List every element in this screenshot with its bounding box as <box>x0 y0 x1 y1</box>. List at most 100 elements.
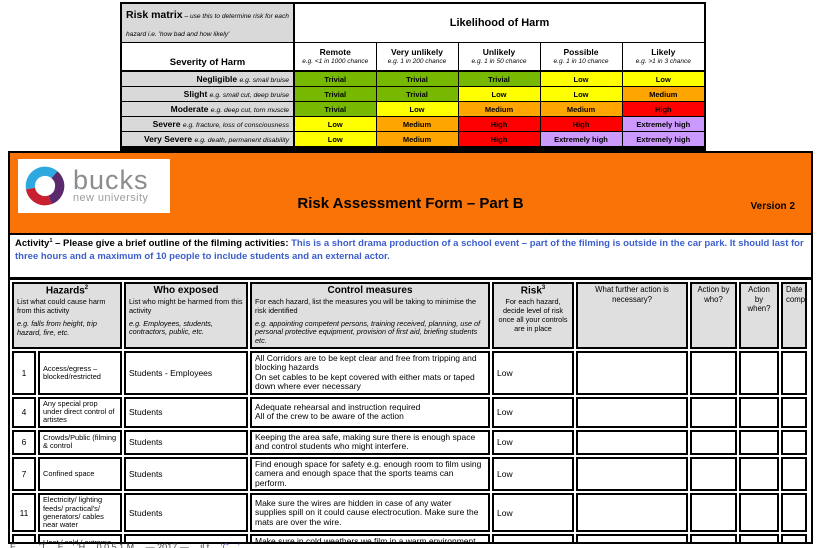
likelihood-column-header: Unlikely e.g. 1 in 50 chance <box>457 42 541 72</box>
likelihood-label: Very unlikely <box>391 47 443 58</box>
date-completed-cell[interactable] <box>781 534 807 542</box>
who-exposed-cell: Students <box>124 456 248 492</box>
control-example: e.g. appointing competent persons, train… <box>255 318 481 345</box>
hazard-row: 19Heat / cold / extreme weatherStudentsM… <box>12 534 807 542</box>
risk-level-cell: Low <box>492 429 574 455</box>
hazard-row: 1 Access/egress – blocked/restricted Stude… <box>12 350 807 395</box>
hazard-cell: Heat / cold / extreme weather <box>38 534 122 542</box>
likelihood-example: e.g. 1 in 50 chance <box>471 57 527 65</box>
date-completed-cell[interactable] <box>781 396 807 428</box>
risk-level-cell: Low <box>492 456 574 492</box>
footer-link[interactable]: 'C…' <box>220 542 240 548</box>
logo-line2: new university <box>73 192 149 205</box>
who-title: Who exposed <box>153 285 219 296</box>
likelihood-label: Unlikely <box>482 47 516 58</box>
action-by-when-cell[interactable] <box>739 456 779 492</box>
who-desc: List who might be harmed from this activ… <box>129 297 243 315</box>
action-by-who-cell[interactable] <box>690 456 737 492</box>
footer-text: E… … 'T… E…' 'H… 0.0.5.1 M… — 2017 — …il… <box>10 542 219 548</box>
likelihood-label: Remote <box>319 47 351 58</box>
hazard-row: 11 Electricity/ lighting feeds/ practical… <box>12 493 807 533</box>
risk-level-cell: Trivial <box>293 70 377 87</box>
action-by-when-cell[interactable] <box>739 534 779 542</box>
date-completed-cell[interactable] <box>781 350 807 395</box>
risk-matrix-table: Risk matrix – use this to determine risk… <box>120 2 707 153</box>
who-exposed-cell: Students <box>124 429 248 455</box>
severity-example: e.g. fracture, loss of consciousness <box>182 122 289 129</box>
severity-label-cell: Negligible e.g. small bruise <box>120 70 295 87</box>
risk-level-cell: Low <box>492 493 574 533</box>
risk-level-cell: Extremely high <box>621 116 706 132</box>
control-title: Control measures <box>327 285 413 296</box>
action-by-when-cell[interactable] <box>739 429 779 455</box>
date-completed-cell[interactable] <box>781 493 807 533</box>
further-action-cell[interactable] <box>576 493 688 533</box>
control-measures-cell: Adequate rehearsal and instruction requi… <box>250 396 490 428</box>
matrix-title-cell: Risk matrix – use this to determine risk… <box>120 2 295 43</box>
action-by-when-cell[interactable] <box>739 350 779 395</box>
hazard-number-cell: 7 <box>12 456 36 492</box>
further-action-cell[interactable] <box>576 456 688 492</box>
hazard-row: 7 Confined space Students Find enough space… <box>12 456 807 492</box>
likelihood-column-header: Possible e.g. 1 in 10 chance <box>539 42 623 72</box>
hazard-number-cell: 4 <box>12 396 36 428</box>
hazard-cell: Any special prop under direct control of… <box>38 396 122 428</box>
logo-wordmark: bucks new university <box>73 166 149 205</box>
further-action-cell[interactable] <box>576 396 688 428</box>
action-by-who-cell[interactable] <box>690 429 737 455</box>
severity-row: Moderate e.g. deep cut, torn muscle Trivi… <box>120 101 706 117</box>
hazard-number-cell: 11 <box>12 493 36 533</box>
activity-section[interactable]: Activity1 – Please give a brief outline … <box>10 235 811 280</box>
risk-level-cell: Extremely high <box>621 131 706 150</box>
control-measures-cell: Keeping the area safe, making sure there… <box>250 429 490 455</box>
risk-level-cell: Low <box>492 396 574 428</box>
bucks-logo: bucks new university <box>18 159 170 213</box>
action-by-when-cell[interactable] <box>739 396 779 428</box>
severity-row: Very Severe e.g. death, permanent disabi… <box>120 131 706 150</box>
control-measures-cell: Make sure the wires are hidden in case o… <box>250 493 490 533</box>
risk-level-cell: Low <box>492 350 574 395</box>
risk-level-cell: Trivial <box>375 70 459 87</box>
action-by-when-cell[interactable] <box>739 493 779 533</box>
severity-label: Very Severe <box>143 134 193 144</box>
control-measures-cell: Find enough space for safety e.g. enough… <box>250 456 490 492</box>
who-exposed-cell: Students - Employees <box>124 350 248 395</box>
likelihood-of-harm-header: Likelihood of Harm <box>293 2 706 43</box>
control-measures-cell: All Corridors are to be kept clear and f… <box>250 350 490 395</box>
likelihood-example: e.g. <1 in 1000 chance <box>302 57 369 65</box>
hazards-title: Hazards2 <box>45 285 89 297</box>
severity-label-cell: Very Severe e.g. death, permanent disabi… <box>120 131 295 150</box>
activity-label: Activity1 – Please give a brief outline … <box>15 238 292 250</box>
severity-example: e.g. small bruise <box>239 77 290 84</box>
hazard-row: 4 Any special prop under direct control o… <box>12 396 807 428</box>
date-completed-header-cell: Date completed <box>781 282 807 349</box>
action-by-when-header-cell: Action by when? <box>739 282 779 349</box>
date-completed-cell[interactable] <box>781 429 807 455</box>
action-by-who-cell[interactable] <box>690 493 737 533</box>
risk-level-cell: Trivial <box>375 86 459 102</box>
risk-level-cell: High <box>457 131 541 150</box>
hazard-cell: Electricity/ lighting feeds/ practical's… <box>38 493 122 533</box>
likelihood-column-header: Remote e.g. <1 in 1000 chance <box>293 42 377 72</box>
action-by-who-header-cell: Action by who? <box>690 282 737 349</box>
action-by-who-cell[interactable] <box>690 534 737 542</box>
risk-level-cell: Trivial <box>293 101 377 117</box>
action-by-who-cell[interactable] <box>690 350 737 395</box>
severity-label-cell: Moderate e.g. deep cut, torn muscle <box>120 101 295 117</box>
who-exposed-header-cell: Who exposed List who might be harmed fro… <box>124 282 248 349</box>
likelihood-label: Possible <box>563 47 599 58</box>
action-by-who-cell[interactable] <box>690 396 737 428</box>
further-action-cell[interactable] <box>576 429 688 455</box>
risk-level-cell: Low <box>621 70 706 87</box>
further-action-cell[interactable] <box>576 534 688 542</box>
risk-level-cell: Low <box>492 534 574 542</box>
hazard-number-cell: 19 <box>12 534 36 542</box>
likelihood-label: Likely <box>651 47 676 58</box>
who-exposed-cell: Students <box>124 493 248 533</box>
severity-row: Slight e.g. small cut, deep bruise Trivia… <box>120 86 706 102</box>
risk-level-cell: Low <box>293 116 377 132</box>
date-completed-cell[interactable] <box>781 456 807 492</box>
likelihood-column-header: Very unlikely e.g. 1 in 200 chance <box>375 42 459 72</box>
likelihood-example: e.g. 1 in 10 chance <box>553 57 609 65</box>
further-action-cell[interactable] <box>576 350 688 395</box>
